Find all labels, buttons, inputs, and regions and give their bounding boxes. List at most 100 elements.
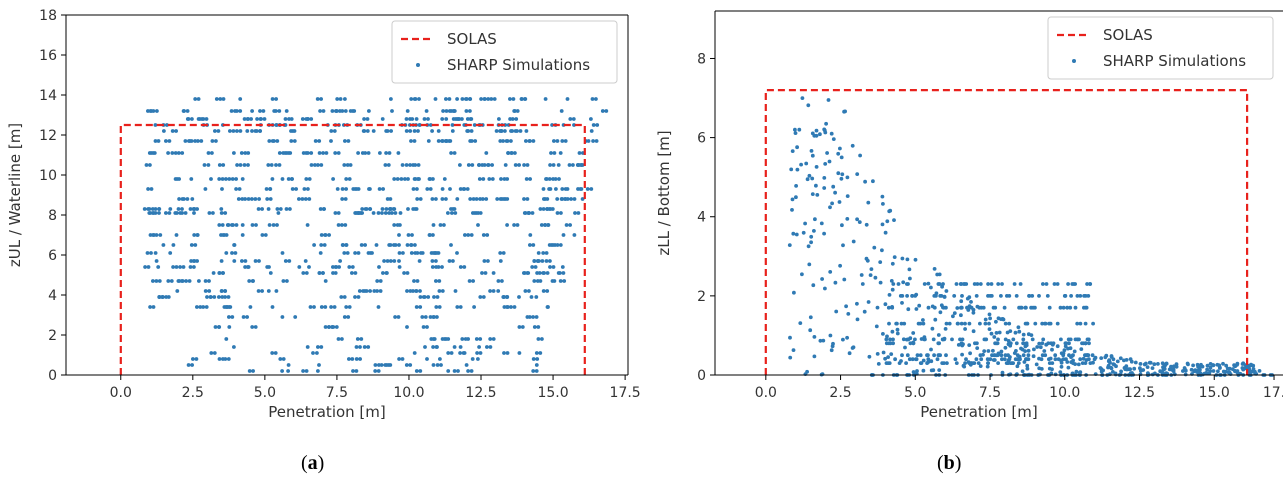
- chart-b-data-point: [1023, 321, 1028, 326]
- chart-a-data-point: [398, 211, 403, 215]
- chart-a-data-point: [466, 369, 470, 373]
- chart-a-data-point: [354, 187, 359, 191]
- chart-b-data-point: [1021, 353, 1026, 358]
- chart-b-data-point: [922, 282, 927, 286]
- chart-a-data-point: [522, 163, 526, 167]
- chart-a-data-point: [576, 163, 580, 167]
- chart-a-data-point: [448, 187, 452, 191]
- chart-a-data-point: [424, 109, 429, 113]
- chart-b-data-point: [1059, 364, 1064, 369]
- chart-b-data-point: [1150, 366, 1155, 370]
- chart-a-data-point: [174, 129, 179, 133]
- chart-a-data-point: [195, 233, 200, 237]
- chart-b-data-point: [1083, 341, 1088, 346]
- chart-b-data-point: [1124, 364, 1129, 368]
- chart-a-data-point: [444, 117, 449, 121]
- chart-a-data-point: [502, 351, 506, 355]
- chart-b-data-point: [925, 353, 929, 358]
- chart-a-data-point: [149, 109, 154, 113]
- chart-b-data-point: [1066, 365, 1071, 370]
- chart-b-data-point: [1080, 361, 1085, 365]
- chart-a-data-point: [235, 129, 239, 133]
- chart-b-data-point: [1207, 371, 1212, 375]
- chart-a-data-point: [531, 243, 536, 247]
- chart-a-data-point: [380, 117, 385, 121]
- chart-b-data-point: [1007, 294, 1012, 298]
- chart-a-data-point: [502, 197, 506, 201]
- chart-a-data-point: [421, 325, 426, 329]
- chart-a-data-point: [406, 177, 410, 181]
- chart-b-data-point: [992, 335, 997, 339]
- chart-a-data-point: [572, 233, 577, 237]
- chart-b-data-point: [787, 243, 792, 248]
- chart-a-data-point: [292, 129, 297, 133]
- chart-a-data-point: [558, 151, 563, 155]
- chart-a-data-point: [538, 207, 543, 211]
- chart-b-data-point: [994, 319, 998, 324]
- chart-a-x-axis-label: Penetration [m]: [268, 403, 386, 421]
- chart-b-data-point: [1224, 363, 1229, 368]
- chart-a-data-point: [243, 151, 248, 155]
- chart-a-data-point: [464, 109, 469, 113]
- chart-a-data-point: [354, 345, 359, 349]
- chart-a-data-point: [371, 129, 376, 133]
- chart-a-data-point: [336, 337, 341, 341]
- chart-b-data-point: [905, 353, 910, 358]
- chart-a-data-point: [489, 97, 494, 101]
- chart-a-data-point: [243, 265, 248, 269]
- chart-b-data-point: [824, 121, 828, 126]
- chart-b-data-point: [959, 321, 964, 326]
- chart-a-data-point: [442, 223, 446, 227]
- chart-a-data-point: [256, 207, 261, 211]
- chart-b-data-point: [1024, 305, 1028, 310]
- chart-b-y-axis-label: zLL / Bottom [m]: [655, 130, 673, 255]
- chart-b-data-point: [846, 312, 851, 316]
- chart-a-data-point: [401, 251, 405, 255]
- chart-a-data-point: [157, 211, 161, 215]
- chart-b-data-point: [806, 244, 811, 249]
- chart-a-data-point: [164, 295, 169, 299]
- chart-b-data-point: [971, 329, 976, 334]
- chart-a-data-point: [316, 369, 320, 373]
- chart-a-data-point: [539, 223, 544, 227]
- chart-b-data-point: [789, 167, 794, 172]
- chart-b-data-point: [855, 217, 859, 222]
- chart-b-data-point: [1002, 305, 1007, 310]
- chart-a-data-point: [478, 197, 482, 201]
- chart-a-data-point: [455, 97, 459, 101]
- chart-a-data-point: [304, 177, 309, 181]
- chart-a-data-point: [415, 197, 420, 201]
- chart-a-data-point: [283, 117, 288, 121]
- chart-a-data-point: [545, 305, 550, 309]
- chart-a-data-point: [340, 337, 344, 341]
- chart-b-data-point: [1193, 368, 1198, 372]
- chart-a-data-point: [313, 139, 318, 143]
- chart-a-data-point: [242, 117, 247, 121]
- chart-a-data-point: [210, 151, 214, 155]
- chart-b-data-point: [1205, 367, 1209, 372]
- chart-a-data-point: [387, 211, 392, 215]
- chart-a-data-point: [405, 109, 410, 113]
- chart-b-data-point: [1018, 282, 1023, 286]
- chart-a-data-point: [219, 259, 224, 263]
- chart-b-data-point: [905, 257, 910, 262]
- chart-b-data-point: [994, 331, 999, 335]
- chart-a-data-point: [198, 305, 203, 309]
- chart-a-data-point: [545, 271, 550, 275]
- chart-b-data-point: [833, 190, 837, 195]
- chart-b-data-point: [1061, 353, 1066, 358]
- chart-b-data-point: [1039, 367, 1044, 371]
- chart-a-data-point: [272, 109, 277, 113]
- chart-b-data-point: [1003, 321, 1008, 326]
- chart-a-x-tick-label: 7.5: [326, 385, 348, 401]
- chart-a-data-point: [284, 151, 289, 155]
- chart-a-data-point: [541, 251, 546, 255]
- chart-a-data-point: [235, 163, 240, 167]
- chart-a-data-point: [332, 305, 337, 309]
- chart-a-data-point: [397, 265, 402, 269]
- chart-a-data-point: [509, 305, 513, 309]
- chart-a-data-point: [327, 233, 331, 237]
- chart-b-data-point: [881, 202, 885, 206]
- chart-a-data-point: [458, 345, 463, 349]
- chart-a-data-point: [306, 117, 310, 121]
